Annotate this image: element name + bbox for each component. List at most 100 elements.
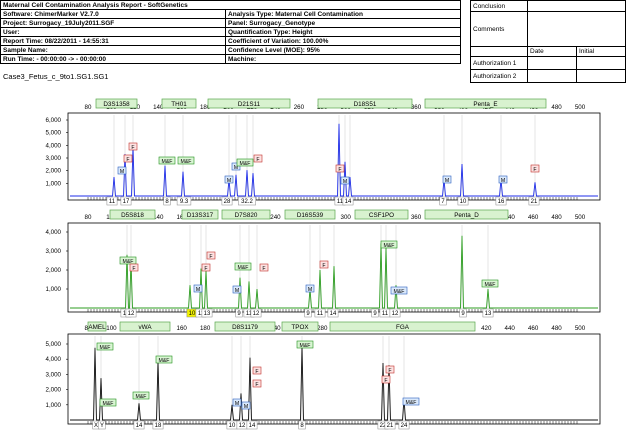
allele-label: 11 — [317, 311, 324, 317]
x-tick-label: 360 — [411, 104, 422, 111]
peak-marker-label: F — [255, 382, 258, 388]
locus-bar — [281, 321, 319, 332]
locus-bar — [119, 321, 171, 332]
peak-marker-label: M&F — [100, 345, 111, 351]
allele-box — [342, 196, 354, 206]
peak-marker — [129, 263, 139, 272]
y-tick-label: 1,000 — [46, 180, 62, 187]
peak-marker — [498, 175, 508, 184]
y-tick-label: 4,000 — [46, 229, 62, 236]
allele-label: 14 — [345, 199, 352, 205]
locus-name: Penta_E — [473, 101, 497, 108]
peak-marker — [128, 142, 138, 151]
y-tick-label: 4,000 — [46, 356, 62, 363]
allele-box — [457, 196, 469, 206]
locus-name: D13S317 — [187, 212, 214, 219]
locus-name: AMEL — [88, 324, 106, 331]
allele-box — [459, 308, 467, 318]
x-tick-label: 500 — [575, 214, 586, 221]
peak-marker-label: M&F — [136, 394, 147, 400]
peak-marker — [481, 279, 499, 288]
peak-marker-label: M — [343, 179, 347, 185]
allele-label: 12 — [392, 311, 399, 317]
allele-label: 28 — [224, 199, 231, 205]
allele-label: 22 — [380, 423, 387, 429]
x-tick-label: 180 — [200, 104, 211, 111]
peak-marker-label: F — [132, 266, 135, 272]
y-tick-label: 4,000 — [46, 142, 62, 149]
allele-label: 14 — [330, 311, 337, 317]
locus-bar — [95, 98, 138, 109]
allele-box — [304, 308, 312, 318]
allele-label: 12 — [128, 311, 135, 317]
allele-box — [495, 196, 507, 206]
peak-marker — [442, 175, 452, 184]
peak-marker — [234, 262, 252, 271]
allele-box — [133, 420, 145, 430]
allele-box — [246, 420, 258, 430]
locus-bar — [207, 98, 291, 109]
peak-marker-label: M — [227, 178, 231, 184]
allele-label: 21 — [387, 423, 394, 429]
peak-marker-label: M — [120, 169, 124, 175]
peak-marker — [232, 285, 242, 294]
x-tick-label: 500 — [575, 325, 586, 332]
peak-marker-label: M&F — [162, 159, 173, 165]
peak-marker-label: M&F — [394, 289, 405, 295]
locus-name: Penta_D — [454, 212, 479, 219]
peak-marker — [158, 156, 176, 165]
allele-label: 11 — [337, 199, 344, 205]
allele-box — [389, 308, 401, 318]
allele-label: 10 — [189, 311, 196, 317]
locus-name: D16S539 — [297, 212, 324, 219]
y-tick-label: 2,000 — [46, 168, 62, 175]
allele-label: 14 — [249, 423, 256, 429]
peak-marker — [530, 164, 540, 173]
allele-box — [152, 420, 164, 430]
locus-name: D8S1179 — [232, 324, 258, 331]
peak-marker-label: M — [234, 165, 238, 171]
locus-name: D21S11 — [238, 101, 261, 108]
peak-marker — [231, 162, 241, 171]
x-tick-label: 460 — [528, 214, 539, 221]
allele-label: Y — [100, 423, 104, 429]
allele-label: 18 — [155, 423, 162, 429]
peak-marker — [132, 391, 150, 400]
allele-box — [439, 196, 447, 206]
x-tick-label: 100 — [106, 325, 117, 332]
machine-field: Machine: — [225, 54, 461, 64]
peak-marker — [252, 379, 262, 388]
peak-marker-label: M — [244, 404, 248, 410]
y-tick-label: 1,000 — [46, 402, 62, 409]
allele-box — [120, 196, 132, 206]
y-tick-label: 5,000 — [46, 341, 62, 348]
peak-marker — [340, 176, 350, 185]
allele-box — [250, 308, 262, 318]
allele-box — [482, 308, 494, 318]
peak-marker-label: M — [501, 178, 505, 184]
allele-box — [235, 308, 243, 318]
x-tick-label: 300 — [341, 214, 352, 221]
plot-panel-2: 8010012014016018020022024026028030032034… — [46, 209, 601, 318]
allele-label: 11 — [198, 311, 205, 317]
peak-marker — [201, 263, 211, 272]
allele-box — [163, 196, 171, 206]
allele-label: 8 — [165, 199, 169, 205]
allele-box — [384, 420, 396, 430]
y-tick-label: 3,000 — [46, 371, 62, 378]
peak-marker-label: M&F — [103, 401, 114, 407]
peak-marker-label: M — [308, 287, 312, 293]
allele-label: 9 — [306, 311, 310, 317]
locus-name: D7S820 — [235, 212, 258, 219]
y-tick-label: 5,000 — [46, 130, 62, 137]
authorization-box: Conclusion Comments Date Initial Authoriz… — [470, 0, 626, 83]
allele-label: 11 — [246, 311, 253, 317]
allele-label: 16 — [498, 199, 505, 205]
peak-marker — [99, 398, 117, 407]
authorization-2-initial[interactable] — [576, 69, 626, 83]
peak-marker-label: F — [338, 167, 341, 173]
peak-marker — [305, 284, 315, 293]
allele-box — [221, 196, 233, 206]
allele-label: 7 — [441, 199, 445, 205]
peak-marker — [296, 340, 314, 349]
